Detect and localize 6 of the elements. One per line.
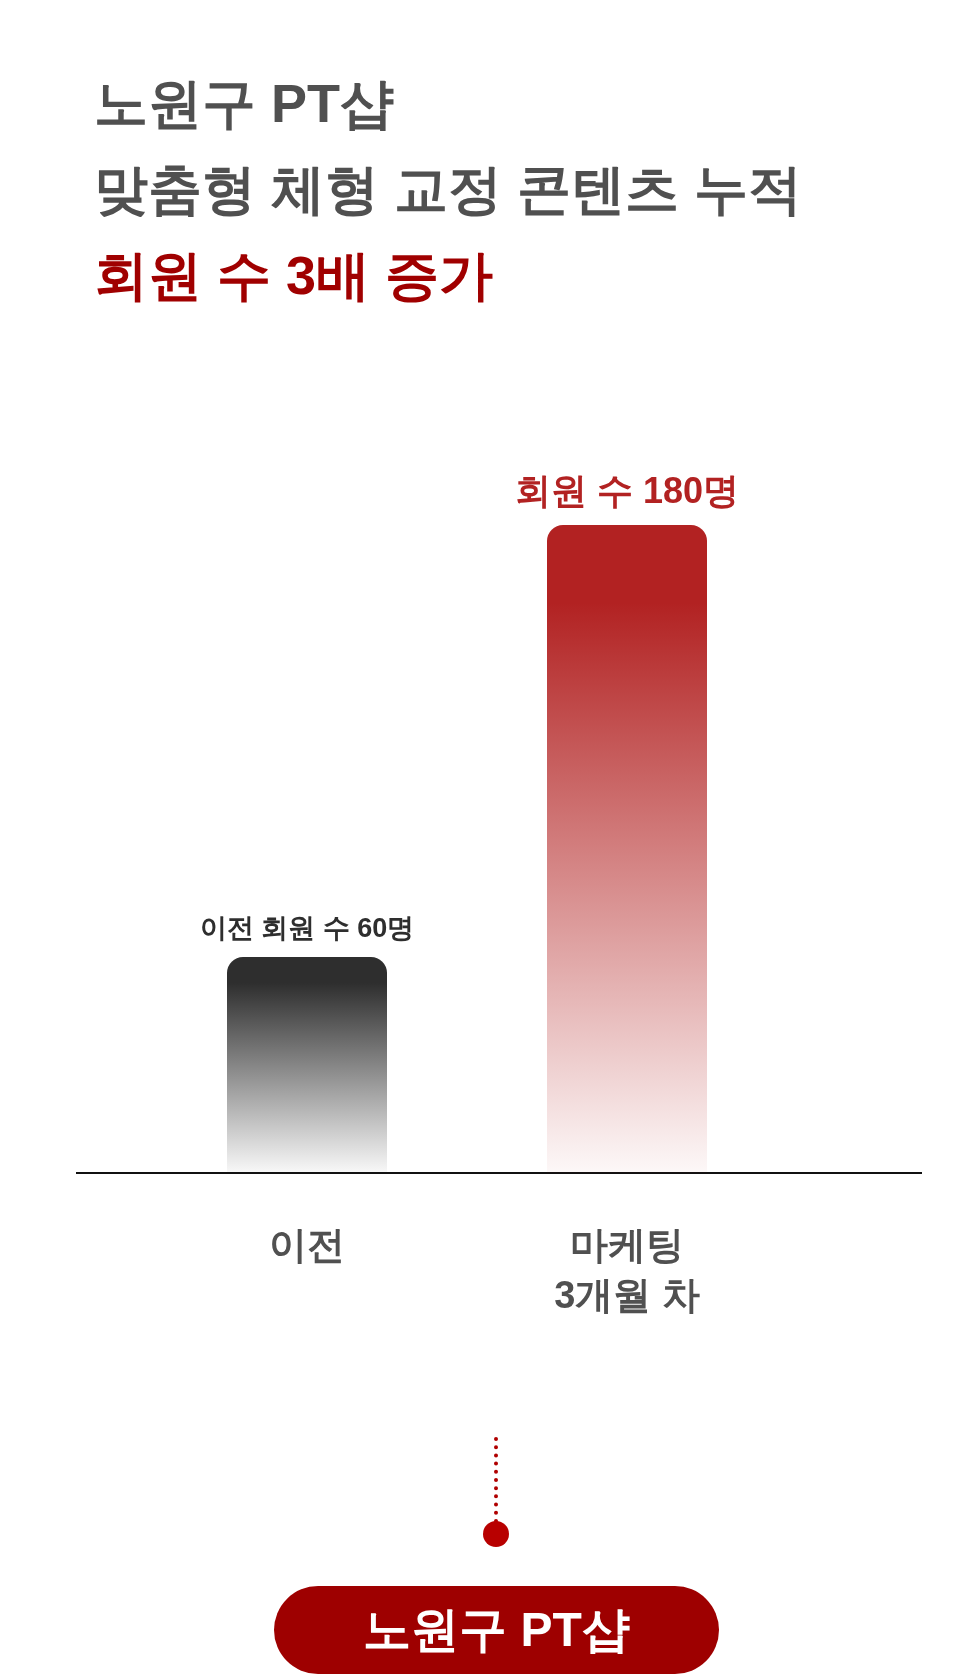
x-tick-label: 이전 [269,1224,345,1267]
chart-subtitle: 회원 수 3배 증가 [94,244,495,307]
data-label: 이전 회원 수 60명 [199,912,415,943]
data-label: 회원 수 180명 [514,469,740,511]
x-tick-label: 마케팅 3개월 차 [554,1224,700,1316]
chart-title: 노원구 PT샵 맞춤형 체형 교정 콘텐츠 누적 [94,72,803,221]
